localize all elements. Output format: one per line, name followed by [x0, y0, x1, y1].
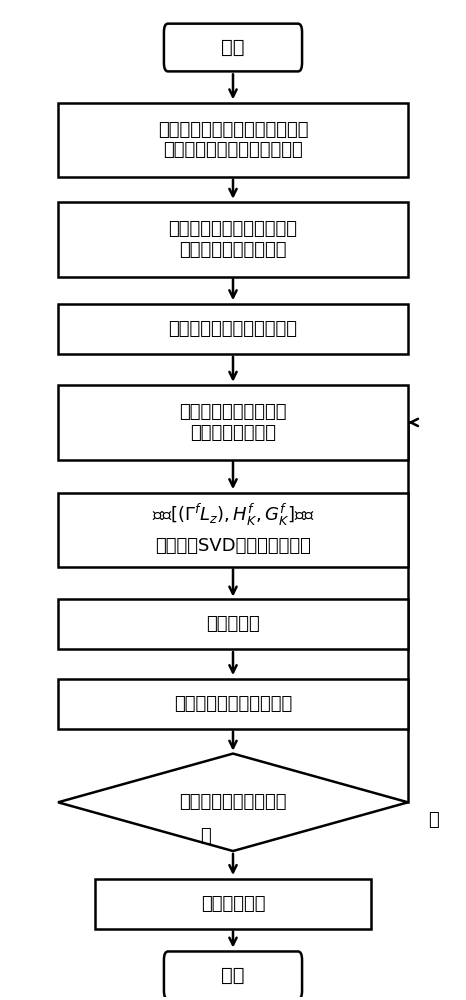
Text: 更新个体极值和群体极值: 更新个体极值和群体极值 — [174, 695, 292, 713]
Text: 是: 是 — [200, 827, 211, 845]
Text: 适应值计算: 适应值计算 — [206, 615, 260, 633]
Text: 更新粒子速度和位置，
形成新的粒子群体: 更新粒子速度和位置， 形成新的粒子群体 — [179, 403, 287, 442]
Bar — [58, 493, 408, 567]
Text: 设计激励信号，测得输入、输出
数据；初始化种群，设置参数: 设计激励信号，测得输入、输出 数据；初始化种群，设置参数 — [158, 121, 308, 159]
Text: 估计$[(\Gamma^f L_z), H_K^f, G_K^f]$项；: 估计$[(\Gamma^f L_z), H_K^f, G_K^f]$项； — [151, 502, 315, 528]
Text: 结束: 结束 — [221, 966, 245, 985]
Text: 开始: 开始 — [221, 38, 245, 57]
Bar — [58, 202, 408, 277]
Bar — [58, 385, 408, 460]
Text: 是否达到最大迭代次数: 是否达到最大迭代次数 — [179, 793, 287, 811]
FancyBboxPatch shape — [164, 951, 302, 999]
Text: 输出优化结果: 输出优化结果 — [201, 895, 265, 913]
Text: 否: 否 — [428, 811, 439, 829]
Bar — [58, 599, 408, 649]
FancyBboxPatch shape — [164, 24, 302, 71]
Bar — [95, 879, 371, 929]
Bar — [58, 679, 408, 729]
Bar — [58, 103, 408, 177]
Text: 根据初始化条件和适应度评
价函数计算粒子适应值: 根据初始化条件和适应度评 价函数计算粒子适应值 — [169, 220, 297, 259]
Bar — [58, 304, 408, 354]
Polygon shape — [58, 754, 408, 851]
Text: 初始化个体极值和群体极值: 初始化个体极值和群体极值 — [169, 320, 297, 338]
Text: 实现加权SVD，估计系统矩阵: 实现加权SVD，估计系统矩阵 — [155, 537, 311, 555]
